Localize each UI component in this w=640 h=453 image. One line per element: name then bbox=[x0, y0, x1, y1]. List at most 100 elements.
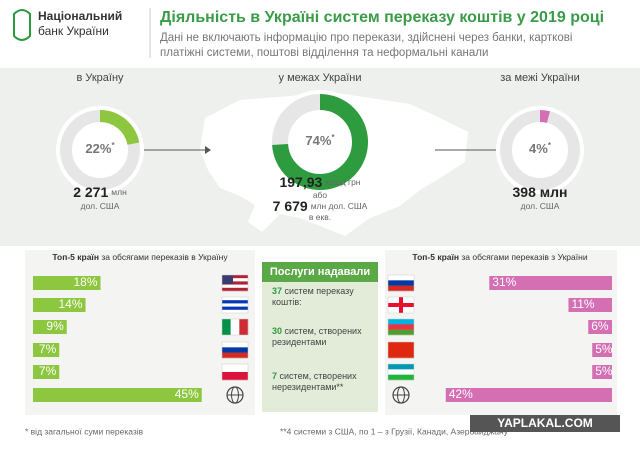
amount-value: 197,93 bbox=[279, 174, 322, 190]
flag bbox=[388, 319, 414, 325]
donut-arc bbox=[272, 94, 368, 190]
bar-value-label: 14% bbox=[58, 297, 82, 311]
bar bbox=[592, 343, 612, 357]
amount: 398 млн bbox=[513, 184, 568, 200]
value-label: 74% bbox=[305, 133, 331, 148]
watermark: YAPLAKAL.COM bbox=[497, 416, 593, 430]
flag bbox=[222, 352, 248, 359]
flag bbox=[230, 319, 240, 335]
bar-value-label: 42% bbox=[449, 387, 473, 401]
flag bbox=[222, 300, 248, 304]
bar-value-label: 45% bbox=[175, 387, 199, 401]
flag-border bbox=[221, 363, 249, 381]
flag bbox=[222, 364, 248, 373]
bar-value-label: 5% bbox=[595, 342, 613, 356]
value-label: 22% bbox=[85, 141, 111, 156]
amount-unit: або bbox=[313, 190, 328, 200]
flag-border bbox=[387, 318, 415, 336]
flag bbox=[222, 278, 248, 282]
flag bbox=[388, 285, 414, 292]
services-header bbox=[262, 262, 378, 282]
bar bbox=[588, 320, 612, 334]
flag-border bbox=[221, 341, 249, 359]
logo-text: Національний bbox=[38, 9, 122, 23]
bar-title-rest: за обсягами переказів з України bbox=[459, 252, 588, 262]
amount-value: 398 млн bbox=[513, 184, 568, 200]
bar bbox=[33, 343, 60, 357]
service-line: систем переказу bbox=[282, 286, 354, 296]
flag bbox=[222, 306, 248, 310]
bar bbox=[489, 276, 612, 290]
amount-unit: в екв. bbox=[309, 212, 331, 222]
title: Діяльність в Україні систем переказу кош… bbox=[160, 9, 604, 26]
flag bbox=[388, 342, 414, 359]
amount: 197,93 млрд грн bbox=[279, 174, 360, 190]
bar-value-label: 5% bbox=[595, 364, 613, 378]
arrow-head bbox=[205, 146, 211, 154]
donut-title: за межі України bbox=[500, 72, 579, 84]
amount: 7 679 млн дол. США bbox=[273, 198, 368, 214]
bar-title-strong: Топ-5 країн bbox=[52, 252, 99, 262]
flag-border bbox=[387, 296, 415, 314]
flag bbox=[239, 319, 249, 335]
flag bbox=[388, 280, 414, 286]
bar bbox=[33, 320, 67, 334]
services-box bbox=[262, 262, 378, 412]
flag bbox=[388, 303, 414, 307]
donut-arc bbox=[99, 110, 140, 146]
bar-value-label: 11% bbox=[571, 297, 594, 311]
bar-title: Топ-5 країн за обсягами переказів з Укра… bbox=[412, 252, 587, 262]
bar bbox=[33, 298, 86, 312]
flag-border bbox=[387, 341, 415, 359]
service-text: 37 систем переказу bbox=[272, 286, 354, 296]
donut-label: 74%* bbox=[305, 133, 335, 148]
flag bbox=[388, 364, 414, 370]
flag bbox=[222, 275, 233, 284]
bar bbox=[445, 388, 612, 402]
service-number: 7 bbox=[272, 371, 277, 381]
bar bbox=[568, 298, 612, 312]
service-line: систем, створених bbox=[277, 371, 357, 381]
amount-value: 7 679 bbox=[273, 198, 308, 214]
flag-border bbox=[221, 296, 249, 314]
amount-value: млн bbox=[111, 187, 127, 197]
flag bbox=[222, 372, 248, 381]
flag bbox=[222, 319, 231, 335]
donut-label: 4%* bbox=[529, 141, 552, 156]
amount: або bbox=[313, 190, 328, 200]
service-text: 30 систем, створених bbox=[272, 326, 362, 336]
service-line: коштів: bbox=[272, 297, 302, 307]
bar-value-label: 6% bbox=[591, 319, 609, 333]
service-number: 30 bbox=[272, 326, 282, 336]
flag bbox=[388, 369, 414, 375]
flag bbox=[388, 374, 414, 381]
flag bbox=[222, 297, 248, 301]
flag-border bbox=[221, 274, 249, 292]
subtitle: Дані не включають інформацію про переказ… bbox=[160, 32, 572, 44]
bar bbox=[33, 276, 101, 290]
footnote: * від загальної суми переказів bbox=[25, 426, 144, 436]
bar-value-label: 31% bbox=[492, 275, 516, 289]
flag bbox=[222, 287, 248, 292]
flag bbox=[222, 275, 248, 279]
logo-text: банк України bbox=[38, 24, 109, 38]
service-text: 7 систем, створених bbox=[272, 371, 357, 381]
bar-title: Топ-5 країн за обсягами переказів в Укра… bbox=[52, 252, 228, 262]
flag bbox=[222, 303, 248, 307]
footnote: **4 системи з США, по 1 – з Грузії, Кана… bbox=[280, 426, 509, 436]
service-text: нерезидентами** bbox=[272, 382, 344, 392]
amount-value: 2 271 bbox=[73, 184, 108, 200]
bar bbox=[592, 365, 612, 379]
amount: дол. США bbox=[81, 201, 120, 211]
flag bbox=[222, 347, 248, 353]
flag bbox=[222, 309, 248, 314]
note-mark: * bbox=[331, 133, 335, 142]
amount-unit: млн дол. США bbox=[311, 201, 368, 211]
flag-border bbox=[221, 318, 249, 336]
flag bbox=[388, 329, 414, 336]
flag bbox=[388, 324, 414, 330]
amount-unit: дол. США bbox=[81, 201, 120, 211]
flag-border bbox=[387, 274, 415, 292]
donut-title: у межах України bbox=[279, 72, 362, 84]
bar-title-rest: за обсягами переказів в Україну bbox=[99, 252, 228, 262]
